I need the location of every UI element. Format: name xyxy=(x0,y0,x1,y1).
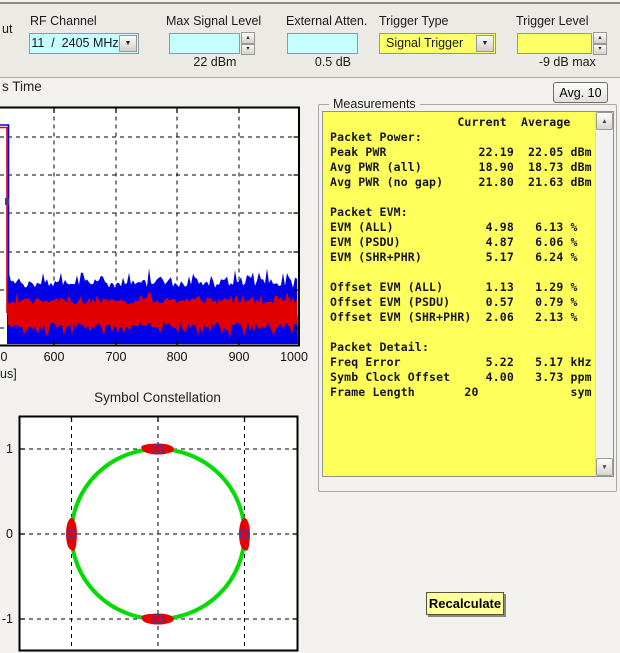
spin-down-icon[interactable]: ▼ xyxy=(593,44,607,56)
max-signal-level-value: 22 dBm xyxy=(193,55,236,69)
avg-10-button[interactable]: Avg. 10 xyxy=(553,82,608,103)
trigger-level-stepper[interactable]: ▲ ▼ xyxy=(593,32,607,55)
measurements-group-title: Measurements xyxy=(329,97,420,111)
measurements-textarea[interactable]: Current Average Packet Power: Peak PWR 2… xyxy=(322,111,614,477)
rf-channel-combobox[interactable]: 11 / 2405 MHz ▼ xyxy=(29,33,139,54)
max-signal-level-label: Max Signal Level xyxy=(166,14,261,29)
trigger-type-label: Trigger Type xyxy=(379,14,448,29)
trigger-level-field[interactable]: -9 dB max xyxy=(517,33,592,54)
power-x-tick: 800 xyxy=(155,350,199,364)
max-signal-level-stepper[interactable]: ▲ ▼ xyxy=(241,32,255,55)
power-plot-title-clipped: s Time xyxy=(2,79,42,94)
power-x-tick: 900 xyxy=(217,350,261,364)
chevron-down-icon[interactable]: ▼ xyxy=(119,35,137,52)
power-x-tick: 700 xyxy=(94,350,138,364)
spin-down-icon[interactable]: ▼ xyxy=(241,44,255,56)
power-x-unit-clipped: us] xyxy=(0,367,17,381)
power-x-tick: 600 xyxy=(32,350,76,364)
trigger-level-value: -9 dB max xyxy=(539,55,596,69)
app-window: ut RF Channel 11 / 2405 MHz ▼ Max Signal… xyxy=(0,0,620,653)
power-x-tick-clipped: 0 xyxy=(0,350,10,364)
rf-channel-value: 11 / 2405 MHz xyxy=(30,34,120,53)
constellation-y-tick: -1 xyxy=(0,612,13,626)
trigger-type-combobox[interactable]: Signal Trigger ▼ xyxy=(379,33,496,54)
constellation-plot xyxy=(18,415,299,653)
power-x-tick: 1000 xyxy=(272,350,316,364)
power-vs-time-plot xyxy=(0,106,302,347)
constellation-y-tick: 0 xyxy=(0,527,13,541)
spin-up-icon[interactable]: ▲ xyxy=(593,32,607,44)
scroll-down-icon[interactable]: ▼ xyxy=(596,458,613,476)
measurements-scrollbar[interactable]: ▲ ▼ xyxy=(595,112,613,476)
recalculate-button[interactable]: Recalculate xyxy=(426,592,504,615)
external-atten-value: 0.5 dB xyxy=(315,55,351,69)
max-signal-level-field[interactable]: 22 dBm xyxy=(169,33,240,54)
measurements-text: Current Average Packet Power: Peak PWR 2… xyxy=(323,112,595,476)
chevron-down-icon[interactable]: ▼ xyxy=(476,35,494,52)
external-atten-label: External Atten. xyxy=(286,14,367,29)
constellation-title: Symbol Constellation xyxy=(18,390,297,405)
rf-channel-label: RF Channel xyxy=(30,14,97,29)
spin-up-icon[interactable]: ▲ xyxy=(241,32,255,44)
scrollbar-track[interactable] xyxy=(596,130,613,458)
external-atten-field[interactable]: 0.5 dB xyxy=(287,33,358,54)
trigger-level-label: Trigger Level xyxy=(516,14,589,29)
trigger-type-value: Signal Trigger xyxy=(380,34,477,53)
clipped-output-label: ut xyxy=(2,22,12,36)
control-toolbar: ut RF Channel 11 / 2405 MHz ▼ Max Signal… xyxy=(0,2,620,78)
scroll-up-icon[interactable]: ▲ xyxy=(596,112,613,130)
constellation-y-tick: 1 xyxy=(0,442,13,456)
